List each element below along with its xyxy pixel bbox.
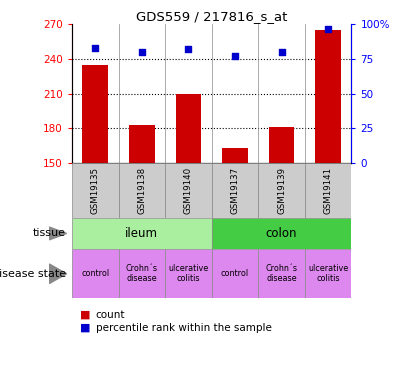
Text: percentile rank within the sample: percentile rank within the sample bbox=[96, 323, 272, 333]
Bar bbox=[175, 94, 201, 163]
Bar bbox=[72, 217, 212, 249]
Bar bbox=[129, 125, 155, 163]
Bar bbox=[118, 249, 165, 298]
Bar bbox=[165, 249, 212, 298]
Bar bbox=[305, 249, 351, 298]
Point bbox=[278, 49, 285, 55]
Point bbox=[232, 53, 238, 59]
Point bbox=[325, 26, 331, 32]
Bar bbox=[269, 127, 294, 163]
Polygon shape bbox=[49, 264, 67, 284]
Text: ■: ■ bbox=[80, 323, 91, 333]
Bar bbox=[82, 65, 108, 163]
Text: ■: ■ bbox=[80, 310, 91, 320]
Text: disease state: disease state bbox=[0, 269, 66, 279]
Text: ileum: ileum bbox=[125, 227, 158, 240]
Bar bbox=[212, 217, 351, 249]
Text: GSM19139: GSM19139 bbox=[277, 167, 286, 214]
Text: ulcerative
colitis: ulcerative colitis bbox=[308, 264, 348, 284]
Text: ulcerative
colitis: ulcerative colitis bbox=[168, 264, 208, 284]
Bar bbox=[212, 163, 258, 218]
Bar bbox=[72, 249, 118, 298]
Text: control: control bbox=[221, 269, 249, 278]
Bar bbox=[222, 148, 248, 163]
Text: GSM19137: GSM19137 bbox=[231, 167, 240, 214]
Bar bbox=[212, 249, 258, 298]
Text: GSM19138: GSM19138 bbox=[137, 167, 146, 214]
Text: control: control bbox=[81, 269, 109, 278]
Text: tissue: tissue bbox=[33, 228, 66, 238]
Bar bbox=[165, 163, 212, 218]
Bar bbox=[258, 163, 305, 218]
Text: colon: colon bbox=[266, 227, 297, 240]
Point bbox=[139, 49, 145, 55]
Title: GDS559 / 217816_s_at: GDS559 / 217816_s_at bbox=[136, 10, 287, 23]
Bar bbox=[118, 163, 165, 218]
Point bbox=[185, 46, 192, 53]
Bar bbox=[315, 30, 341, 163]
Text: GSM19141: GSM19141 bbox=[323, 167, 332, 214]
Text: Crohn´s
disease: Crohn´s disease bbox=[126, 264, 158, 284]
Text: count: count bbox=[96, 310, 125, 320]
Point bbox=[92, 45, 99, 51]
Bar bbox=[258, 249, 305, 298]
Text: GSM19135: GSM19135 bbox=[91, 167, 100, 214]
Bar bbox=[72, 163, 118, 218]
Text: Crohn´s
disease: Crohn´s disease bbox=[266, 264, 298, 284]
Text: GSM19140: GSM19140 bbox=[184, 167, 193, 214]
Bar bbox=[305, 163, 351, 218]
Polygon shape bbox=[49, 227, 67, 240]
